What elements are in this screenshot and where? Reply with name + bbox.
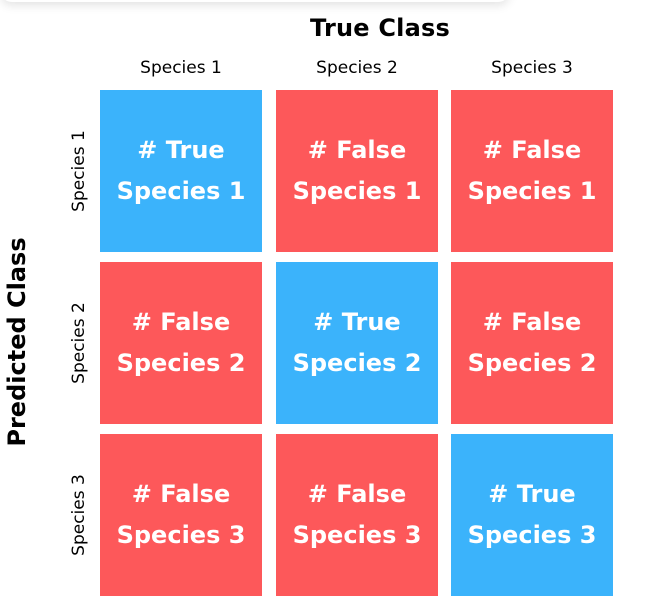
cell-count-label: # False (482, 308, 582, 336)
row-label-species-1: Species 1 (69, 130, 89, 212)
cell-count-label: # False (482, 136, 582, 164)
row-label-species-2: Species 2 (69, 302, 89, 384)
top-shadow-decoration (0, 0, 510, 2)
row-label-species-3: Species 3 (69, 474, 89, 556)
cell-species-label: Species 2 (116, 349, 246, 377)
cell-count-label: # False (307, 136, 407, 164)
column-label-species-3: Species 3 (491, 58, 573, 78)
cell-text: # False Species 3 (293, 474, 422, 556)
cell-species-label: Species 2 (467, 349, 597, 377)
cell-text: # True Species 1 (117, 130, 246, 212)
cell-species-label: Species 2 (292, 349, 422, 377)
column-label-species-2: Species 2 (316, 58, 398, 78)
cell-text: # False Species 1 (293, 130, 422, 212)
cell-text: # True Species 2 (293, 302, 422, 384)
matrix-cell-r3-c3: # True Species 3 (451, 434, 613, 596)
cell-count-label: # True (137, 136, 225, 164)
matrix-cell-r2-c2: # True Species 2 (276, 262, 438, 424)
cell-species-label: Species 3 (292, 521, 422, 549)
cell-count-label: # True (488, 480, 576, 508)
cell-count-label: # False (131, 480, 231, 508)
matrix-cell-r3-c1: # False Species 3 (100, 434, 262, 596)
cell-species-label: Species 1 (292, 177, 422, 205)
column-label-species-1: Species 1 (140, 58, 222, 78)
cell-text: # False Species 2 (117, 302, 246, 384)
cell-text: # False Species 2 (468, 302, 597, 384)
predicted-class-title: Predicted Class (3, 237, 31, 447)
cell-count-label: # False (307, 480, 407, 508)
true-class-title: True Class (310, 14, 450, 42)
matrix-cell-r1-c3: # False Species 1 (451, 90, 613, 252)
matrix-cell-r2-c3: # False Species 2 (451, 262, 613, 424)
matrix-cell-r1-c2: # False Species 1 (276, 90, 438, 252)
cell-text: # False Species 3 (117, 474, 246, 556)
cell-count-label: # False (131, 308, 231, 336)
cell-species-label: Species 3 (116, 521, 246, 549)
cell-text: # False Species 1 (468, 130, 597, 212)
cell-species-label: Species 3 (467, 521, 597, 549)
matrix-cell-r2-c1: # False Species 2 (100, 262, 262, 424)
cell-species-label: Species 1 (116, 177, 246, 205)
matrix-cell-r1-c1: # True Species 1 (100, 90, 262, 252)
matrix-cell-r3-c2: # False Species 3 (276, 434, 438, 596)
cell-species-label: Species 1 (467, 177, 597, 205)
cell-text: # True Species 3 (468, 474, 597, 556)
cell-count-label: # True (313, 308, 401, 336)
